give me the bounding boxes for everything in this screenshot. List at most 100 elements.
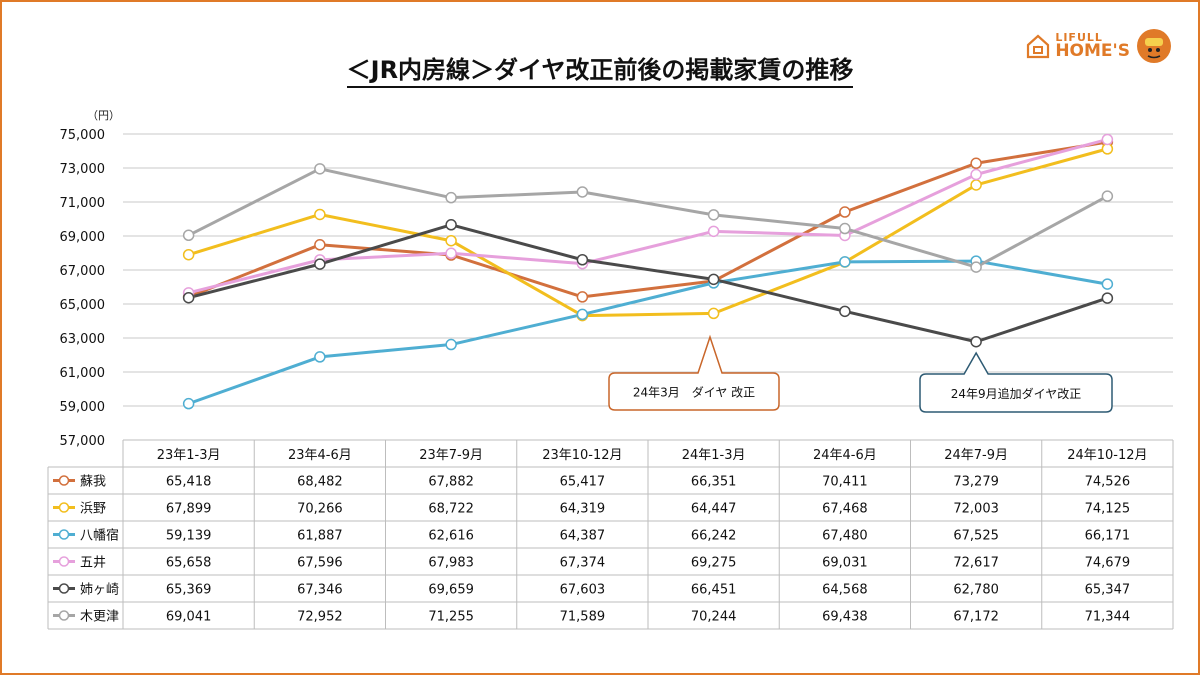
data-point — [445, 219, 457, 231]
x-category-label: 24年7-9月 — [944, 448, 1008, 463]
legend-series-name: 五井 — [80, 556, 106, 571]
x-category-label: 23年4-6月 — [288, 448, 352, 463]
data-point — [970, 335, 982, 348]
data-point — [576, 308, 589, 321]
table-cell-value: 65,418 — [166, 475, 212, 490]
table-cell-value: 61,887 — [297, 529, 343, 544]
table-cell-value: 69,659 — [428, 583, 474, 598]
data-point — [839, 222, 851, 235]
table-cell-value: 65,417 — [560, 475, 606, 490]
data-point — [707, 209, 720, 221]
lifull-homes-logo: LIFULL HOME'S — [1025, 28, 1172, 64]
data-point — [1101, 190, 1114, 202]
series-line — [188, 140, 1108, 299]
table-cell-value: 68,722 — [428, 502, 474, 517]
data-point — [314, 258, 326, 270]
legend-series-name: 蘇我 — [80, 475, 106, 490]
table-cell-value: 66,451 — [691, 583, 737, 598]
data-point — [839, 305, 851, 318]
x-category-label: 24年4-6月 — [813, 448, 877, 463]
legend-series-name: 八幡宿 — [80, 528, 119, 544]
table-cell-value: 74,679 — [1085, 556, 1131, 571]
table-cell-value: 74,125 — [1085, 502, 1131, 517]
data-point — [839, 206, 851, 218]
table-cell-value: 59,139 — [166, 529, 212, 544]
data-point — [707, 307, 720, 320]
x-category-label: 24年1-3月 — [682, 448, 746, 463]
legend-marker — [58, 502, 70, 513]
table-cell-value: 70,411 — [822, 475, 868, 490]
table-cell-value: 64,568 — [822, 583, 868, 598]
table-cell-value: 71,589 — [560, 610, 606, 625]
table-cell-value: 65,369 — [166, 583, 212, 598]
series-line — [188, 223, 1108, 344]
series-line — [188, 147, 1108, 318]
data-point — [970, 157, 982, 170]
table-cell-value: 67,172 — [953, 610, 999, 625]
data-point — [182, 248, 195, 261]
legend-marker — [58, 610, 70, 621]
annotation-callout — [608, 334, 780, 411]
table-cell-value: 72,617 — [953, 556, 999, 571]
chart-title: ＜JR内房線＞ダイヤ改正前後の掲載家賃の推移 — [0, 50, 1200, 88]
table-cell-value: 62,780 — [953, 583, 999, 598]
table-cell-value: 66,171 — [1085, 529, 1131, 544]
table-cell-value: 69,041 — [166, 610, 212, 625]
legend-marker — [58, 583, 70, 594]
annotation-text: 24年3月 ダイヤ 改正 — [633, 385, 755, 400]
table-cell-value: 65,347 — [1085, 583, 1131, 598]
data-point — [314, 163, 326, 175]
data-point — [1101, 292, 1114, 304]
legend-marker — [58, 529, 70, 540]
table-cell-value: 65,658 — [166, 556, 212, 571]
y-tick-label: 69,000 — [60, 230, 106, 245]
annotation-callout — [919, 351, 1113, 413]
legend-series-name: 浜野 — [80, 502, 106, 517]
table-cell-value: 69,438 — [822, 610, 868, 625]
data-point — [1101, 278, 1114, 290]
table-cell-value: 67,596 — [297, 556, 343, 571]
y-tick-label: 67,000 — [60, 264, 106, 279]
y-unit-label: （円） — [87, 109, 120, 122]
y-tick-label: 59,000 — [60, 400, 106, 415]
y-tick-label: 73,000 — [60, 162, 106, 177]
table-cell-value: 70,266 — [297, 502, 343, 517]
logo-line1: LIFULL — [1055, 31, 1103, 44]
data-point — [445, 191, 457, 204]
y-tick-label: 63,000 — [60, 332, 106, 347]
data-point — [182, 291, 195, 304]
data-point — [707, 273, 720, 286]
legend-marker — [58, 556, 70, 567]
legend-marker — [58, 475, 70, 486]
data-point — [576, 291, 589, 303]
legend-series-name: 木更津 — [80, 610, 119, 625]
table-cell-value: 67,468 — [822, 502, 868, 517]
table-cell-value: 66,351 — [691, 475, 737, 490]
table-cell-value: 70,244 — [691, 610, 737, 625]
x-category-label: 24年10-12月 — [1067, 448, 1147, 463]
data-point — [445, 247, 457, 260]
table-cell-value: 68,482 — [297, 475, 343, 490]
table-cell-value: 67,603 — [560, 583, 606, 598]
data-point — [1101, 133, 1114, 146]
y-tick-label: 61,000 — [60, 366, 106, 381]
y-tick-label: 71,000 — [60, 196, 106, 211]
y-tick-label: 65,000 — [60, 298, 106, 313]
data-point — [182, 397, 195, 410]
table-cell-value: 69,275 — [691, 556, 737, 571]
x-category-label: 23年10-12月 — [542, 448, 622, 463]
data-point — [576, 186, 589, 198]
table-cell-value: 67,480 — [822, 529, 868, 544]
table-cell-value: 73,279 — [953, 475, 999, 490]
data-point — [707, 225, 720, 238]
table-cell-value: 66,242 — [691, 529, 737, 544]
table-cell-value: 72,003 — [953, 502, 999, 517]
data-point — [576, 253, 589, 266]
table-cell-value: 67,525 — [953, 529, 999, 544]
x-category-label: 23年7-9月 — [419, 448, 483, 463]
data-point — [445, 234, 457, 247]
annotation-text: 24年9月追加ダイヤ改正 — [951, 386, 1082, 401]
mascot-icon — [1137, 29, 1171, 63]
data-point — [839, 256, 851, 268]
